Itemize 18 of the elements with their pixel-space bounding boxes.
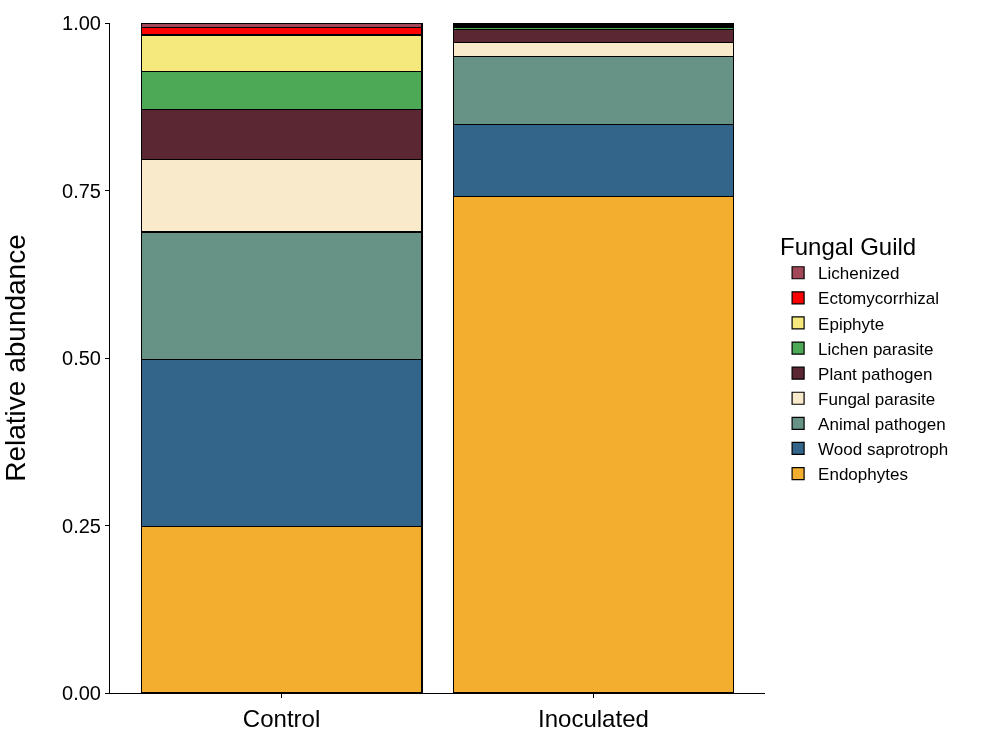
y-tick-label: 0.75 [62, 179, 101, 202]
legend-label: Animal pathogen [818, 414, 946, 434]
legend-label: Endophytes [818, 465, 908, 485]
legend-label: Fungal parasite [818, 389, 936, 409]
y-axis-title: Relative abundance [0, 234, 31, 482]
y-tick-label: 0.25 [62, 514, 101, 537]
x-tick-label: Control [242, 704, 321, 732]
legend-label: Plant pathogen [818, 364, 933, 384]
legend-label: Ectomycorrhizal [818, 289, 940, 309]
y-tick-label: 0.00 [62, 682, 101, 704]
y-tick-label: 1.00 [62, 12, 101, 34]
x-tick-label: Inoculated [538, 704, 649, 732]
legend-label: Lichen parasite [818, 339, 934, 359]
legend-title: Fungal Guild [780, 233, 917, 261]
y-tick-label: 0.50 [62, 347, 101, 369]
legend-label: Epiphyte [818, 314, 885, 334]
legend-label: Wood saprotroph [818, 440, 949, 460]
legend-label: Lichenized [818, 264, 900, 284]
